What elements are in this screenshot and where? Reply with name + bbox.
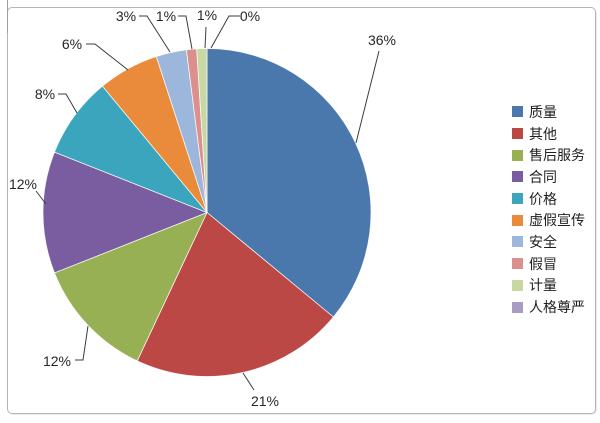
- pie-slice-4: [42, 151, 209, 274]
- legend-swatch-icon: [512, 236, 523, 248]
- legend-label: 安全: [529, 233, 557, 250]
- slice-percentage-label: 1%: [156, 8, 176, 24]
- label-leader-line: [75, 325, 89, 361]
- slice-percentage-label: 21%: [251, 393, 279, 409]
- legend-item: 计量: [512, 275, 585, 297]
- pie-slice-3: [53, 211, 208, 362]
- label-leader-line: [35, 190, 47, 205]
- slice-percentage-label: 6%: [62, 36, 82, 52]
- legend-swatch-icon: [512, 106, 523, 118]
- legend-swatch-icon: [512, 258, 523, 270]
- slice-percentage-label: 36%: [368, 32, 396, 48]
- slice-percentage-label: 8%: [35, 86, 55, 102]
- label-leader-line: [210, 15, 240, 49]
- legend-label: 假冒: [529, 255, 557, 272]
- legend-label: 计量: [529, 277, 557, 294]
- label-leader-line: [86, 43, 129, 71]
- slice-percentage-label: 3%: [116, 8, 136, 24]
- label-leader-line: [204, 26, 207, 49]
- legend-item: 人格尊严: [512, 296, 585, 318]
- legend-swatch-icon: [512, 128, 523, 140]
- legend-label: 虚假宣传: [529, 212, 585, 229]
- legend-item: 售后服务: [512, 144, 585, 166]
- pie-slice-1: [206, 48, 372, 318]
- legend-swatch-icon: [512, 214, 523, 226]
- legend-swatch-icon: [512, 149, 523, 161]
- page-border-tick: [7, 0, 8, 33]
- legend-item: 安全: [512, 231, 585, 253]
- legend-item: 价格: [512, 188, 585, 210]
- legend-label: 价格: [529, 190, 557, 207]
- legend-item: 假冒: [512, 253, 585, 275]
- legend-swatch-icon: [512, 279, 523, 291]
- legend-label: 质量: [529, 103, 557, 120]
- legend-item: 其他: [512, 123, 585, 145]
- slice-percentage-label: 1%: [197, 7, 217, 23]
- label-leader-line: [355, 50, 380, 144]
- label-leader-line: [178, 15, 193, 50]
- slice-percentage-label: 0%: [240, 8, 260, 24]
- label-leader-line: [58, 93, 78, 114]
- legend-item: 合同: [512, 166, 585, 188]
- pie-slice-9: [196, 48, 208, 213]
- label-leader-line: [139, 15, 171, 53]
- slice-percentage-label: 12%: [9, 176, 37, 192]
- legend-label: 其他: [529, 125, 557, 142]
- legend-label: 合同: [529, 168, 557, 185]
- legend-swatch-icon: [512, 301, 523, 313]
- legend-label: 人格尊严: [529, 299, 585, 316]
- chart-frame-border: [7, 7, 596, 414]
- pie-slice-2: [136, 211, 334, 377]
- legend-item: 虚假宣传: [512, 209, 585, 231]
- legend-swatch-icon: [512, 171, 523, 183]
- label-leader-line: [242, 372, 255, 391]
- legend-label: 售后服务: [529, 147, 585, 164]
- legend-swatch-icon: [512, 193, 523, 205]
- slice-percentage-label: 12%: [43, 353, 71, 369]
- chart-legend: 质量其他售后服务合同价格虚假宣传安全假冒计量人格尊严: [512, 101, 585, 318]
- legend-item: 质量: [512, 101, 585, 123]
